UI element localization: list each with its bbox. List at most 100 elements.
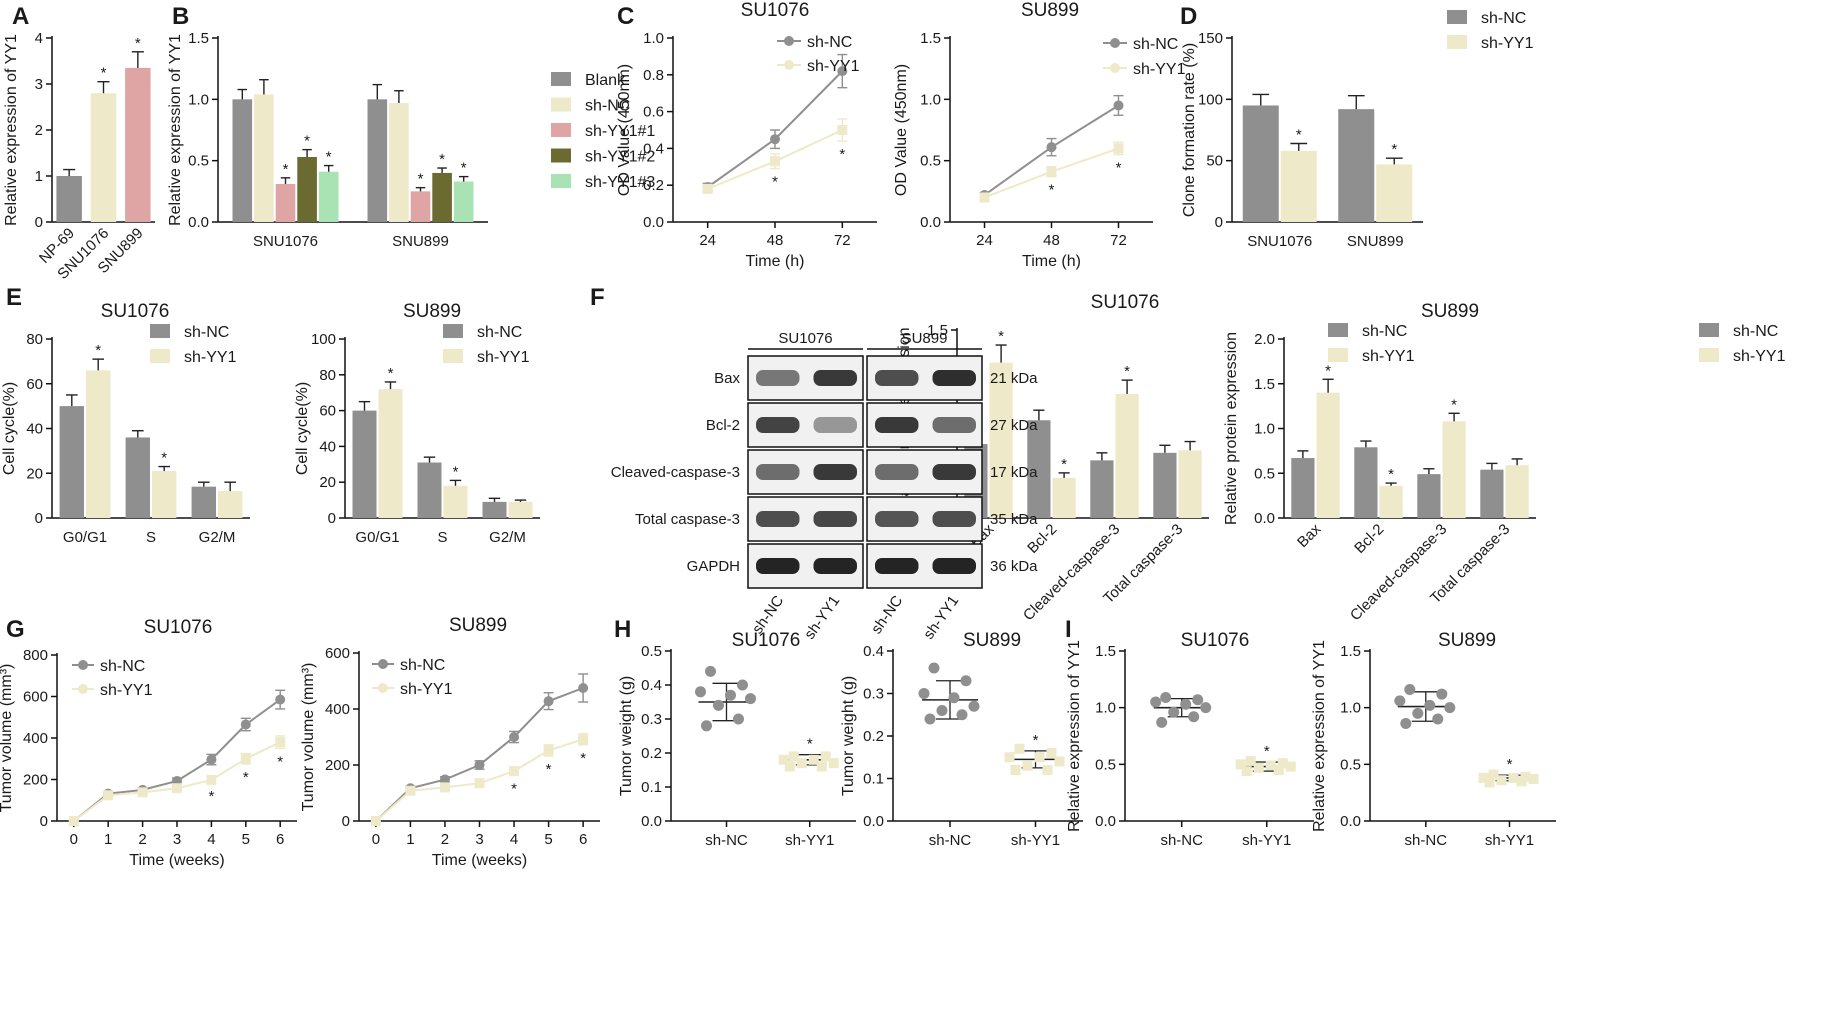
y-tick-label: 0.2 — [863, 728, 884, 745]
significance-star: * — [839, 146, 845, 163]
data-point — [695, 686, 706, 698]
y-tick-label: 80 — [319, 367, 336, 384]
y-tick-label: 0.0 — [863, 813, 884, 830]
significance-star: * — [439, 151, 445, 168]
y-tick-label: 0.5 — [188, 153, 209, 170]
data-point — [770, 156, 780, 167]
data-point — [1404, 684, 1416, 696]
legend-label: sh-NC — [184, 324, 229, 341]
panel-label: B — [172, 3, 189, 30]
x-axis-label: Time (weeks) — [432, 852, 527, 869]
bar — [125, 437, 150, 518]
data-point — [509, 766, 520, 777]
y-tick-label: 0.0 — [1340, 813, 1361, 830]
bar — [453, 181, 474, 222]
y-axis-label: Relative expression of YY1 — [1311, 640, 1328, 832]
y-tick-label: 0.4 — [643, 140, 664, 157]
data-point — [1004, 752, 1015, 763]
blot-band — [813, 370, 857, 386]
bar — [1027, 420, 1051, 518]
y-tick-label: 150 — [1198, 30, 1223, 47]
legend-label: sh-YY1#2 — [585, 149, 655, 166]
significance-star: * — [208, 788, 214, 805]
significance-star: * — [453, 463, 459, 480]
data-point — [968, 700, 980, 712]
data-point — [1496, 775, 1507, 786]
data-point — [275, 694, 286, 705]
legend-swatch — [1328, 348, 1348, 362]
x-tick-label: 24 — [699, 232, 716, 249]
data-point — [1235, 759, 1246, 770]
y-tick-label: 0.3 — [863, 686, 884, 703]
data-point — [788, 751, 799, 762]
data-point — [172, 783, 182, 794]
x-tick-label: sh-NC — [1160, 832, 1203, 849]
legend-swatch — [1328, 323, 1348, 337]
bar — [417, 462, 442, 518]
chart-G2: SU899 0 200 400 600 Tumor volume (mm³) 0 1 2 3 4 5 6… — [300, 615, 600, 869]
data-point — [405, 785, 416, 796]
legend-swatch — [1447, 35, 1467, 49]
bar — [254, 94, 274, 222]
chart-title: SU899 — [403, 301, 461, 322]
bar — [275, 183, 296, 222]
blot-protein-label: Total caspase-3 — [635, 511, 740, 528]
legend-label: sh-YY1 — [100, 682, 153, 699]
data-point — [1277, 758, 1288, 769]
significance-star: * — [580, 750, 586, 767]
y-axis-label: OD Value (450nm) — [893, 64, 910, 196]
data-point — [240, 753, 251, 764]
data-point — [705, 665, 716, 677]
data-point — [1014, 743, 1025, 754]
significance-star: * — [1116, 160, 1122, 177]
blot-size-label: 27 kDa — [990, 417, 1038, 434]
y-tick-label: 0 — [1215, 214, 1223, 231]
x-tick-label: 6 — [579, 831, 587, 848]
bar — [410, 191, 431, 222]
y-tick-label: 0.4 — [863, 643, 884, 660]
significance-star: * — [1296, 126, 1302, 143]
legend-label: sh-NC — [807, 34, 852, 51]
x-tick-label: 1 — [406, 831, 414, 848]
y-axis-label: Tumor volume (mm³) — [0, 664, 15, 813]
bar — [352, 410, 377, 518]
y-tick-label: 0.5 — [920, 153, 941, 170]
blot-lane-label: sh-NC — [868, 592, 906, 637]
significance-star: * — [243, 769, 249, 786]
blot-band — [932, 417, 976, 433]
data-point — [68, 816, 79, 826]
bar — [1442, 421, 1466, 518]
chart-E2: SU899 0 20 40 60 80 100 Cell cycle(%) * G0/G1 * S G2… — [294, 301, 540, 546]
chart-title: SU899 — [1438, 630, 1496, 651]
chart-title: SU1076 — [144, 617, 213, 638]
data-point — [808, 754, 819, 765]
data-point — [737, 679, 748, 691]
chart-title: SU1076 — [1181, 630, 1250, 651]
chart-H1: H SU1076 0.0 0.1 0.2 0.3 0.4 0.5 Tumor weight (g… — [614, 616, 856, 849]
x-tick-label: Bcl-2 — [1351, 521, 1387, 557]
bar — [508, 501, 533, 518]
significance-star: * — [511, 780, 517, 797]
data-point — [137, 787, 148, 798]
data-point — [543, 696, 554, 707]
y-tick-label: 400 — [23, 730, 48, 747]
data-point — [820, 751, 831, 762]
data-point — [1516, 776, 1527, 787]
blot-group-label: SU899 — [902, 330, 948, 347]
data-point — [1265, 760, 1276, 771]
data-point — [713, 699, 724, 711]
data-point — [1436, 688, 1448, 700]
data-point — [1046, 142, 1057, 153]
y-tick-label: 60 — [26, 376, 43, 393]
data-point — [1241, 766, 1252, 777]
x-axis-label: Time (h) — [1022, 253, 1081, 270]
data-point — [1245, 755, 1256, 766]
legend-label: sh-YY1#3 — [585, 174, 655, 191]
data-point — [1156, 716, 1168, 728]
legend-marker — [784, 36, 794, 46]
x-tick-label: SNU1076 — [1247, 233, 1312, 250]
legend-swatch — [1699, 348, 1719, 362]
blot-band — [756, 417, 800, 433]
data-point — [948, 692, 960, 704]
